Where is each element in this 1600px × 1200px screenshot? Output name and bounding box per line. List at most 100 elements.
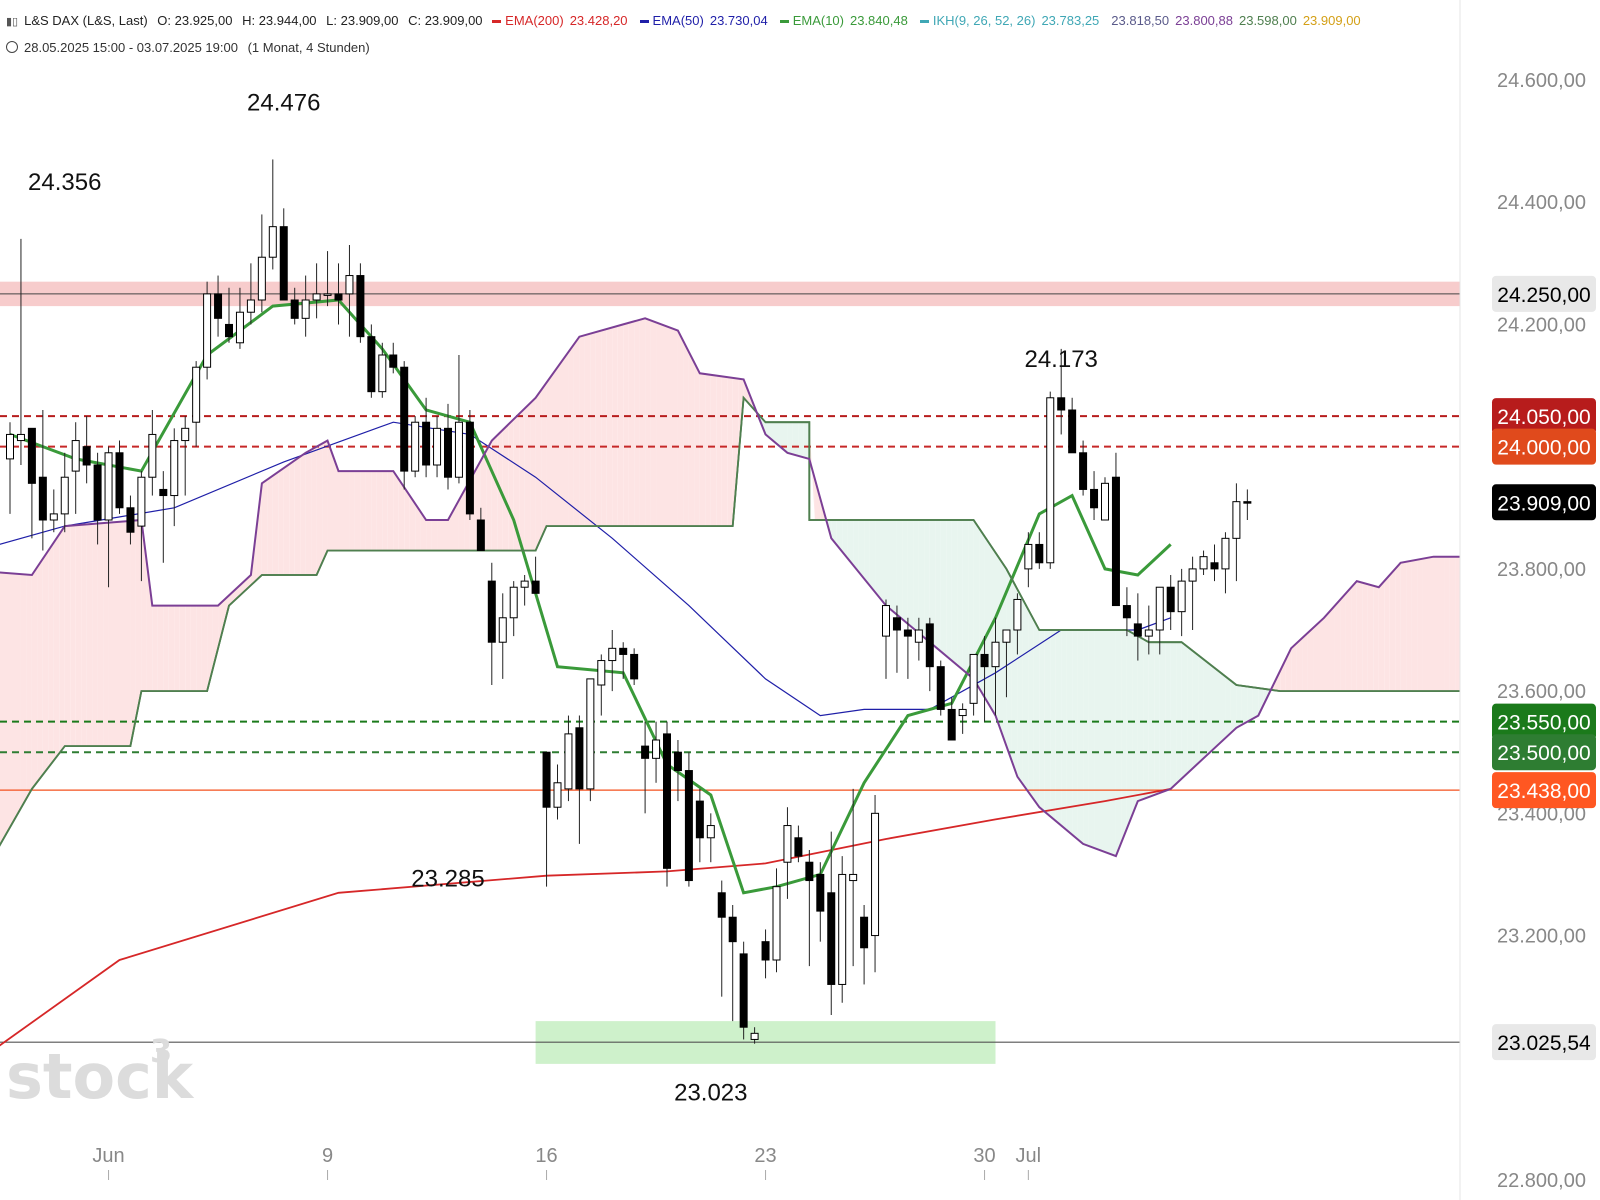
cloud-segment <box>1334 599 1341 692</box>
cloud-segment <box>141 520 147 692</box>
candle-body <box>1111 476 1120 607</box>
candle-body <box>181 427 190 442</box>
cloud-segment <box>163 605 169 692</box>
cloud-segment <box>1028 609 1034 800</box>
candle-body <box>27 427 36 484</box>
price-badge <box>1492 703 1596 740</box>
price-annotation: 24.356 <box>28 169 101 196</box>
candle-body <box>323 293 332 296</box>
cloud-segment <box>146 562 153 692</box>
candle-body <box>903 629 912 637</box>
cloud-segment <box>256 483 262 581</box>
y-tick-label: 24.200,00 <box>1497 314 1586 336</box>
cloud-segment <box>1389 568 1396 692</box>
cloud-segment <box>951 520 958 666</box>
cloud-segment <box>31 566 38 789</box>
cloud-segment <box>305 449 312 575</box>
cloud-segment <box>984 536 991 707</box>
cloud-segment <box>1170 642 1177 789</box>
cloud-segment <box>1252 687 1259 719</box>
cloud-segment <box>92 523 98 747</box>
cloud-segment <box>519 408 525 551</box>
candle-body <box>520 580 529 588</box>
cloud-segment <box>1132 633 1138 815</box>
cloud-segment <box>1313 622 1319 692</box>
cloud-segment <box>1044 630 1051 817</box>
cloud-segment <box>995 552 1001 731</box>
candle-body <box>400 366 409 472</box>
candle-body <box>1013 598 1022 631</box>
cloud-segment <box>732 377 739 527</box>
candle-body <box>783 825 792 863</box>
legend-swatch <box>492 20 502 24</box>
cloud-segment <box>124 520 131 747</box>
candle-body <box>630 653 639 680</box>
candle-body <box>673 751 682 772</box>
cloud-segment <box>0 572 5 845</box>
x-tick-label: 9 <box>322 1145 333 1167</box>
cloud-segment <box>1378 581 1385 692</box>
cloud-segment <box>108 522 115 747</box>
candle-body <box>411 421 420 472</box>
cloud-segment <box>1143 639 1149 800</box>
candle-body <box>542 751 551 808</box>
cloud-segment <box>409 495 416 551</box>
cloud-segment <box>683 341 689 527</box>
indicator-name: IKH(9, 26, 52, 26) <box>932 13 1036 28</box>
candle-body <box>1199 556 1208 570</box>
cloud-segment <box>628 321 635 527</box>
y-tick-label: 23.800,00 <box>1497 559 1586 581</box>
candle-body <box>597 660 606 686</box>
cloud-segment <box>1461 557 1466 691</box>
candle-body <box>827 892 836 985</box>
price-badge <box>1492 1024 1596 1061</box>
cloud-segment <box>1466 557 1471 691</box>
candle-body <box>914 629 923 643</box>
cloud-segment <box>1433 556 1439 692</box>
cloud-segment <box>300 452 306 575</box>
cloud-segment <box>1033 619 1040 808</box>
legend-swatch <box>779 20 789 24</box>
candle-body <box>980 653 989 668</box>
candle-body <box>49 513 58 521</box>
cloud-segment <box>1406 560 1412 692</box>
cloud-segment <box>814 478 821 520</box>
candle-body <box>257 256 266 301</box>
cloud-segment <box>1022 599 1029 792</box>
candle-body <box>498 617 507 643</box>
cloud-segment <box>426 520 432 551</box>
cloud-segment <box>1110 630 1116 857</box>
cloud-segment <box>185 605 191 692</box>
candle-body <box>882 605 890 637</box>
cloud-segment <box>1417 558 1423 692</box>
indicator-name: EMA(10) <box>792 13 844 28</box>
cloud-segment <box>973 520 980 689</box>
cloud-segment <box>1428 556 1434 692</box>
indicator-value: 23.428,20 <box>569 13 628 28</box>
cloud-segment <box>349 471 355 551</box>
cloud-segment <box>491 435 498 551</box>
series-line-senkou-b <box>0 317 1460 858</box>
legend-swatch <box>919 20 929 24</box>
cloud-segment <box>541 382 547 539</box>
cloud-segment <box>875 520 881 599</box>
cloud-segment <box>20 574 27 809</box>
cloud-segment <box>645 318 651 527</box>
x-tick-label: 30 <box>973 1145 995 1167</box>
candle-body <box>93 464 102 521</box>
indicator-value: 23.730,04 <box>709 13 768 28</box>
candle-body <box>684 770 693 882</box>
cloud-segment <box>935 520 941 652</box>
candle-body <box>1079 452 1088 490</box>
candle-body <box>1210 562 1219 570</box>
cloud-segment <box>1351 581 1357 692</box>
cloud-segment <box>157 605 164 692</box>
cloud-segment <box>907 520 914 629</box>
cloud-segment <box>568 344 574 527</box>
candle-body <box>1035 543 1044 564</box>
cloud-segment <box>1258 688 1264 716</box>
cloud-segment <box>918 520 925 638</box>
cloud-segment <box>4 572 10 837</box>
legend-swatch <box>639 20 649 24</box>
